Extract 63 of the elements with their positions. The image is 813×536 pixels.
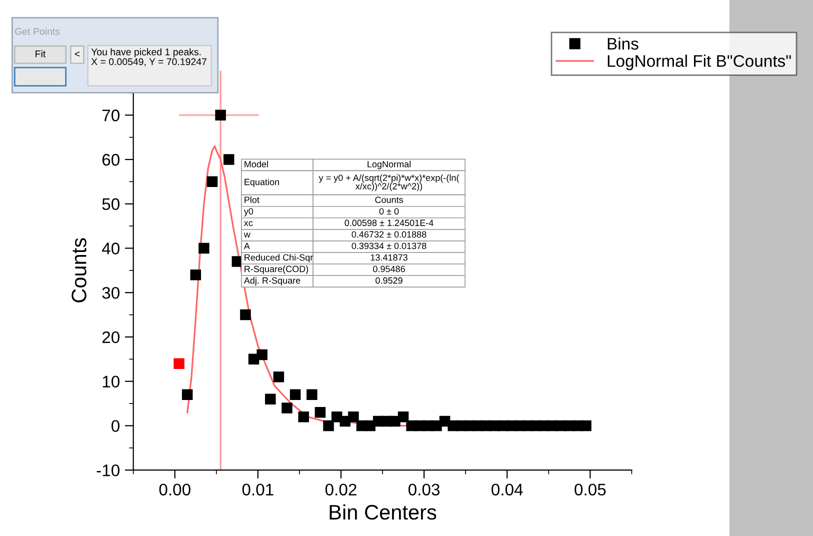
point — [182, 389, 193, 400]
annotation: 0.9529 — [376, 277, 402, 284]
x-tick-label: 0.00 — [159, 484, 190, 496]
annotation: Reduced Chi-Sqr — [244, 254, 313, 262]
annotation: Plot — [244, 196, 260, 204]
point — [190, 269, 202, 280]
legend-label: Bins — [608, 37, 638, 50]
text: You have picked 1 peaks. X = 0.00549, Y = 70.19247 — [91, 48, 206, 66]
x-tick-label: 0.04 — [492, 484, 523, 496]
point — [314, 407, 326, 418]
point — [206, 176, 218, 188]
y-tick-label: 20 — [102, 331, 120, 344]
point — [298, 411, 309, 422]
x-tick-label: 0.01 — [242, 484, 274, 496]
annotation: R-Square(COD) — [244, 266, 308, 274]
point — [256, 349, 268, 360]
point — [273, 372, 284, 382]
y-axis-title: Counts — [72, 238, 86, 302]
annotation: A — [244, 242, 250, 250]
annotation: Counts — [375, 196, 403, 204]
y-tick-label: 70 — [102, 110, 120, 122]
point — [323, 420, 334, 432]
point — [223, 154, 234, 165]
point — [265, 394, 276, 404]
point — [290, 389, 301, 400]
point — [282, 402, 292, 414]
x-axis-title: Bin Centers — [330, 504, 436, 520]
point — [174, 358, 184, 369]
point — [398, 411, 409, 422]
annotation: y0 — [244, 208, 254, 216]
annotation: Adj. R-Square — [244, 277, 300, 286]
point — [306, 389, 318, 400]
text: Fit — [36, 50, 46, 58]
y-tick-label: 50 — [102, 198, 120, 210]
annotation: LogNormal — [368, 160, 410, 170]
x-tick-label: 0.03 — [408, 484, 440, 496]
point — [348, 411, 359, 422]
legend-label: LogNormal Fit B"Counts" — [608, 54, 791, 70]
annotation: w — [244, 232, 250, 238]
annotation: 0.39334 ± 0.01378 — [352, 242, 426, 250]
text: Get Points — [15, 28, 60, 35]
y-tick-label: -10 — [96, 464, 120, 476]
point — [240, 309, 251, 320]
text: < — [74, 52, 80, 56]
annotation: 13.41873 — [370, 254, 408, 261]
annotation: 0 ± 0 — [379, 208, 399, 215]
y-tick-label: 30 — [102, 286, 120, 299]
annotation: 0.00598 ± 1.24501E-4 — [344, 220, 434, 226]
annotation: Equation — [244, 178, 279, 187]
annotation: 0.95486 — [373, 266, 405, 272]
point — [580, 420, 592, 432]
x-tick-label: 0.02 — [325, 484, 356, 496]
y-tick-label: 40 — [102, 242, 120, 254]
point — [215, 110, 226, 120]
y-tick-label: 10 — [102, 376, 120, 388]
annotation: 0.46732 ± 0.01888 — [352, 231, 426, 238]
annotation: y = y0 + A/(sqrt(2*pi)*w*x)*exp(-(ln( x/xc))^2/(2*w^2)) — [318, 174, 460, 192]
y-tick-label: 60 — [102, 154, 120, 166]
annotation: xc — [244, 221, 253, 226]
point — [198, 242, 210, 254]
annotation: Model — [244, 160, 268, 168]
x-tick-label: 0.05 — [574, 484, 606, 496]
y-tick-label: 0 — [112, 420, 120, 432]
